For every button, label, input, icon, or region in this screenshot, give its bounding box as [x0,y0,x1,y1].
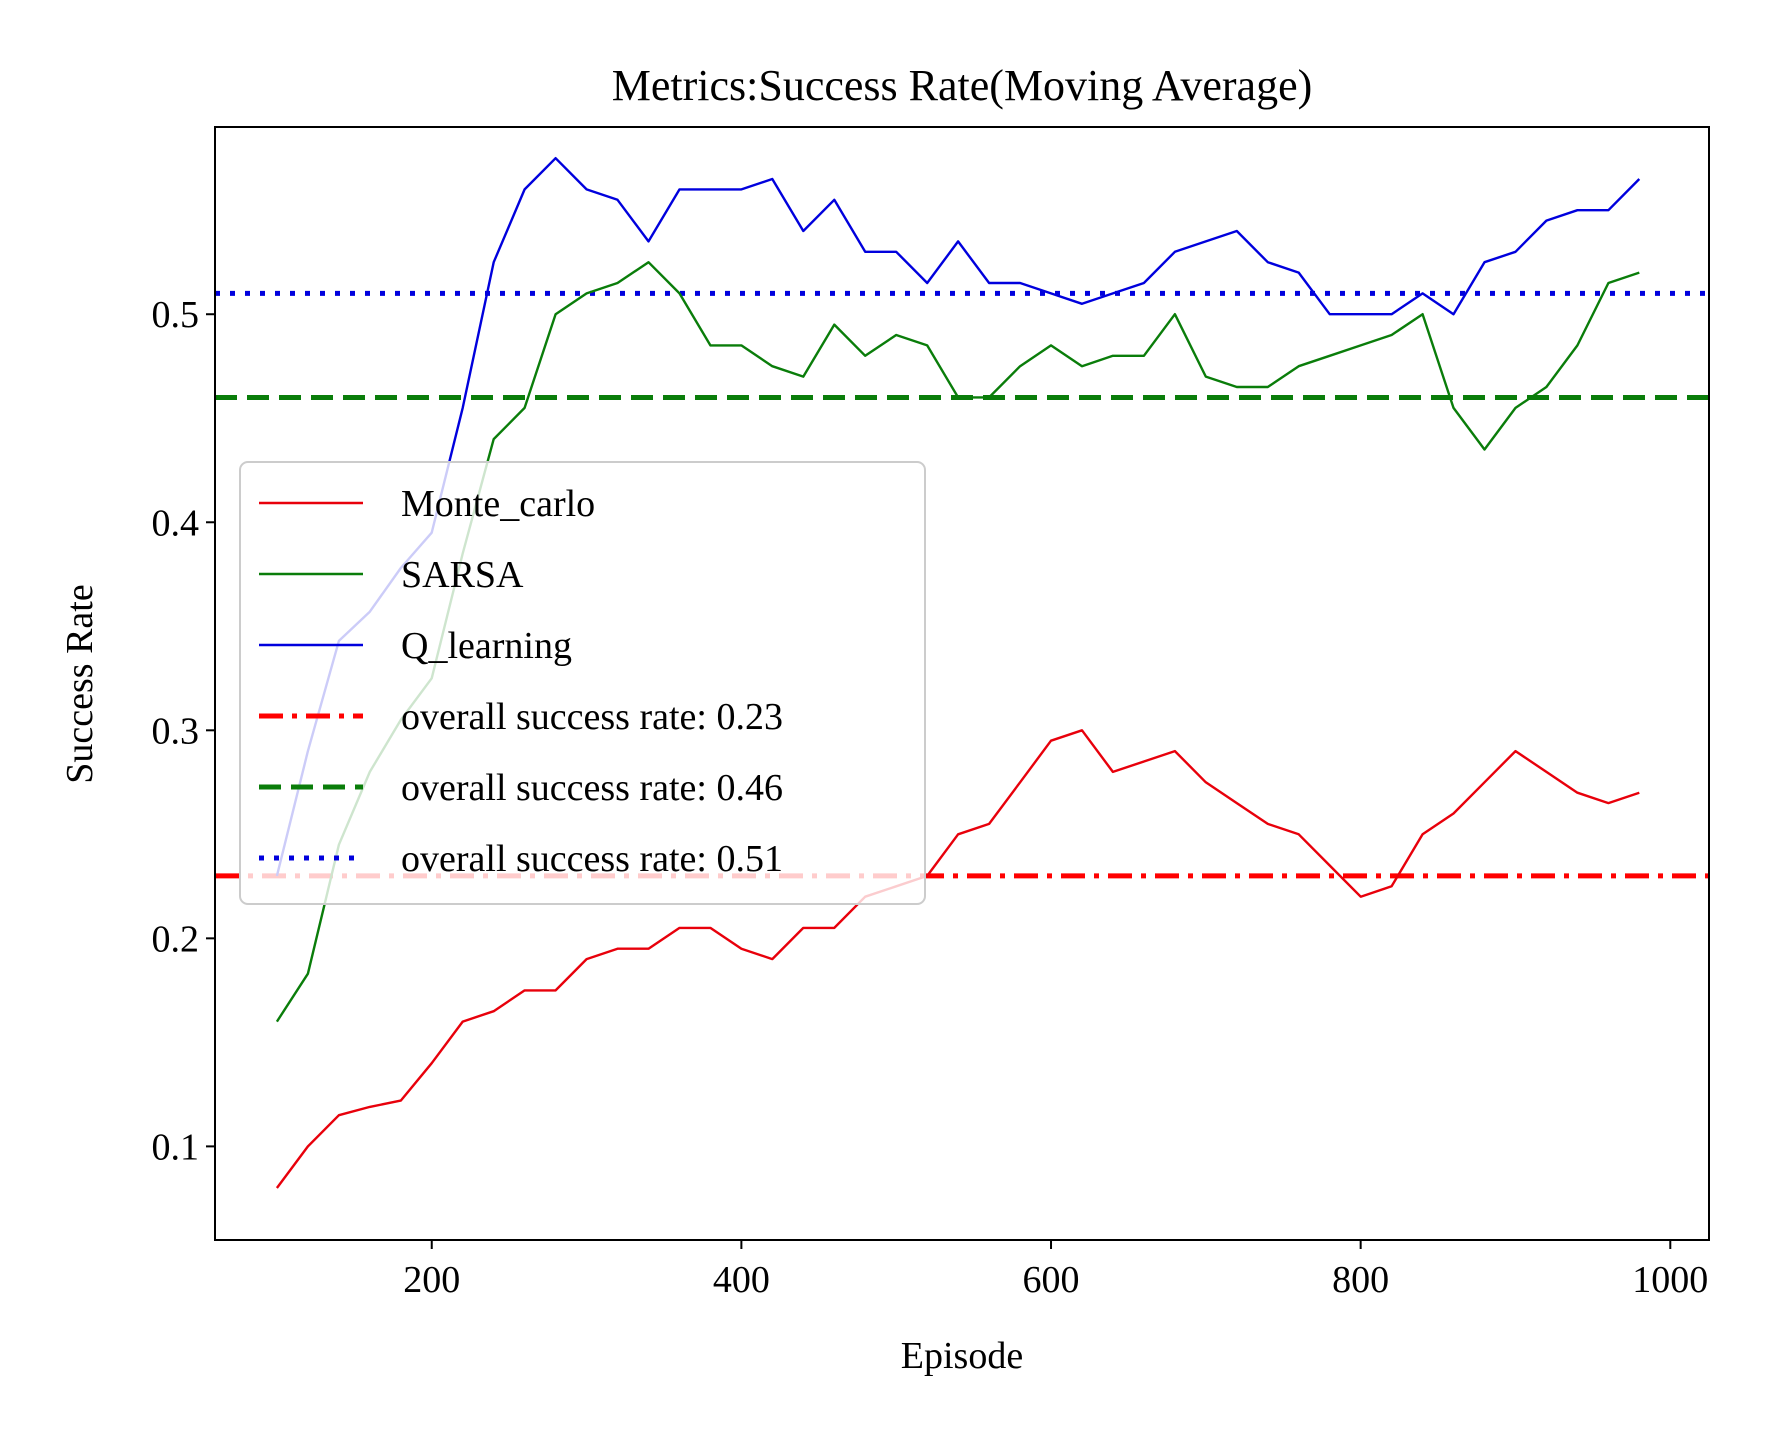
x-tick-label: 1000 [1632,1259,1708,1301]
legend-label: Monte_carlo [401,483,595,525]
y-tick-label: 0.4 [152,502,200,544]
legend-label: SARSA [401,554,524,596]
legend-box [239,461,926,905]
series-line-q-learning [275,156,1641,877]
legend-label: overall success rate: 0.23 [401,696,783,738]
y-tick-label: 0.1 [152,1126,200,1168]
series-line-monte-carlo [275,729,1640,1189]
plot-frame [214,126,1710,1241]
y-axis: 0.1 0.2 0.3 0.4 0.5 [152,294,215,1168]
legend-label: Q_learning [401,625,572,667]
legend-label: overall success rate: 0.46 [401,767,783,809]
x-tick-label: 800 [1332,1259,1389,1301]
x-axis-label: Episode [901,1335,1023,1377]
y-tick-label: 0.3 [152,710,200,752]
legend-label: overall success rate: 0.51 [401,838,783,880]
y-tick-label: 0.2 [152,918,200,960]
y-axis-label: Success Rate [59,584,101,783]
x-tick-label: 200 [403,1259,460,1301]
series-line-sarsa [275,261,1640,1023]
x-tick-label: 600 [1023,1259,1080,1301]
chart-title: Metrics:Success Rate(Moving Average) [612,61,1313,110]
x-tick-label: 400 [713,1259,770,1301]
x-axis: 200 400 600 800 1000 [403,1240,1708,1301]
y-tick-label: 0.5 [152,294,200,336]
